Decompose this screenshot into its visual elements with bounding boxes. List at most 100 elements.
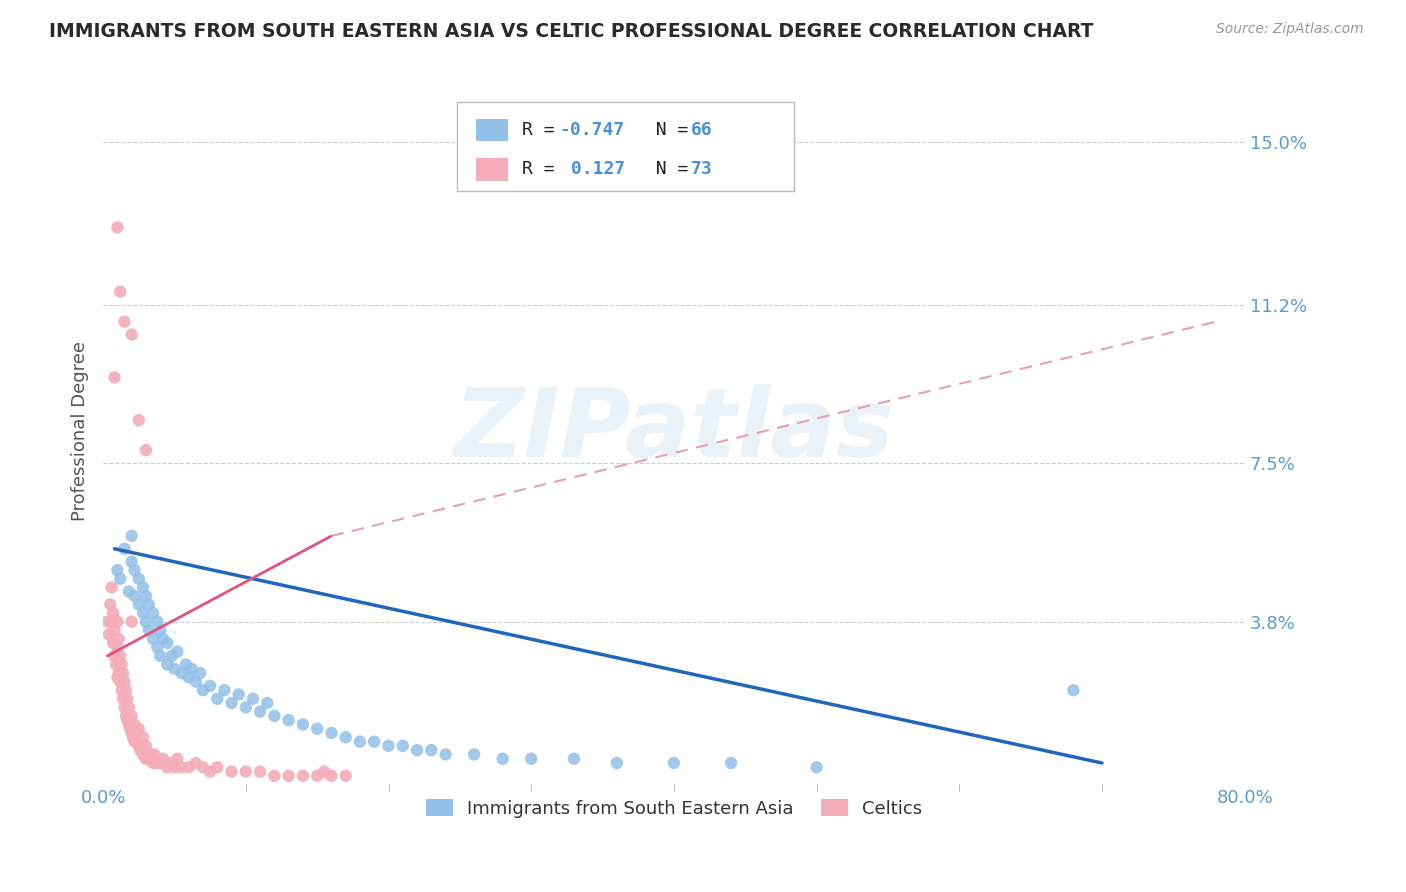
Text: IMMIGRANTS FROM SOUTH EASTERN ASIA VS CELTIC PROFESSIONAL DEGREE CORRELATION CHA: IMMIGRANTS FROM SOUTH EASTERN ASIA VS CE… — [49, 22, 1094, 41]
Point — [115, 709, 138, 723]
Point — [105, 670, 128, 684]
Point — [114, 700, 136, 714]
Point — [377, 739, 399, 753]
Point — [606, 756, 628, 770]
Point — [720, 756, 742, 770]
Point — [177, 760, 200, 774]
Point — [132, 747, 155, 762]
Point — [249, 705, 271, 719]
Point — [249, 764, 271, 779]
Point — [114, 541, 136, 556]
Point — [256, 696, 278, 710]
Point — [103, 623, 125, 637]
Point — [128, 722, 150, 736]
Point — [314, 764, 336, 779]
Point — [103, 648, 125, 663]
Point — [277, 713, 299, 727]
Point — [98, 598, 121, 612]
Point — [156, 760, 179, 774]
Text: R =: R = — [522, 161, 565, 178]
Point — [143, 747, 166, 762]
Point — [188, 666, 211, 681]
Point — [146, 615, 169, 629]
Point — [198, 679, 221, 693]
Point — [97, 627, 120, 641]
Point — [335, 731, 357, 745]
Point — [114, 315, 136, 329]
Point — [420, 743, 443, 757]
Point — [131, 739, 153, 753]
Point — [110, 285, 132, 299]
Point — [118, 717, 141, 731]
Point — [221, 696, 243, 710]
Point — [127, 734, 149, 748]
Point — [105, 615, 128, 629]
Point — [121, 529, 143, 543]
Point — [124, 589, 146, 603]
Point — [335, 769, 357, 783]
Point — [135, 752, 157, 766]
Point — [191, 683, 214, 698]
Point — [132, 606, 155, 620]
Point — [307, 769, 329, 783]
Point — [105, 563, 128, 577]
Point — [138, 598, 160, 612]
Point — [263, 769, 285, 783]
Point — [291, 769, 314, 783]
Y-axis label: Professional Degree: Professional Degree — [72, 341, 89, 521]
Point — [149, 648, 172, 663]
Point — [662, 756, 685, 770]
Point — [806, 760, 828, 774]
Point — [139, 747, 162, 762]
Point — [128, 739, 150, 753]
Point — [138, 752, 160, 766]
Point — [135, 589, 157, 603]
Point — [242, 691, 264, 706]
Point — [128, 413, 150, 427]
Text: 66: 66 — [690, 121, 713, 139]
Text: -0.747: -0.747 — [560, 121, 626, 139]
Point — [277, 769, 299, 783]
Point — [128, 572, 150, 586]
Point — [170, 760, 193, 774]
Point — [198, 764, 221, 779]
Point — [101, 606, 124, 620]
Point — [363, 734, 385, 748]
Point — [235, 764, 257, 779]
Point — [121, 709, 143, 723]
Point — [263, 709, 285, 723]
Point — [108, 632, 131, 646]
FancyBboxPatch shape — [457, 103, 794, 191]
Point — [100, 615, 122, 629]
Point — [125, 726, 148, 740]
Point — [135, 615, 157, 629]
Point — [166, 752, 188, 766]
Point — [406, 743, 429, 757]
Text: 73: 73 — [690, 161, 713, 178]
Point — [492, 752, 515, 766]
Point — [108, 666, 131, 681]
Point — [291, 717, 314, 731]
Point — [152, 632, 174, 646]
Point — [146, 640, 169, 655]
Point — [112, 666, 135, 681]
Point — [111, 683, 134, 698]
Point — [124, 563, 146, 577]
Point — [124, 717, 146, 731]
Point — [1062, 683, 1084, 698]
Point — [101, 636, 124, 650]
Point — [562, 752, 585, 766]
Point — [129, 743, 152, 757]
Point — [110, 674, 132, 689]
Point — [170, 666, 193, 681]
Point — [235, 700, 257, 714]
Point — [118, 584, 141, 599]
Point — [100, 580, 122, 594]
Point — [132, 580, 155, 594]
Text: N =: N = — [634, 161, 699, 178]
Point — [214, 683, 236, 698]
Point — [166, 644, 188, 658]
Point — [391, 739, 413, 753]
Point — [121, 726, 143, 740]
Point — [160, 756, 183, 770]
